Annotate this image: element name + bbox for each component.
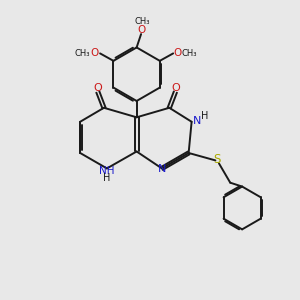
Text: N: N bbox=[193, 116, 201, 126]
Text: O: O bbox=[173, 48, 182, 59]
Text: CH₃: CH₃ bbox=[182, 49, 197, 58]
Text: H: H bbox=[201, 111, 209, 122]
Text: O: O bbox=[138, 25, 146, 35]
Text: CH₃: CH₃ bbox=[134, 17, 150, 26]
Text: O: O bbox=[90, 48, 99, 59]
Text: NH: NH bbox=[99, 166, 114, 176]
Text: N: N bbox=[158, 164, 167, 174]
Text: O: O bbox=[172, 82, 180, 93]
Text: O: O bbox=[93, 82, 102, 93]
Text: H: H bbox=[103, 173, 110, 183]
Text: S: S bbox=[213, 153, 220, 166]
Text: CH₃: CH₃ bbox=[75, 49, 90, 58]
